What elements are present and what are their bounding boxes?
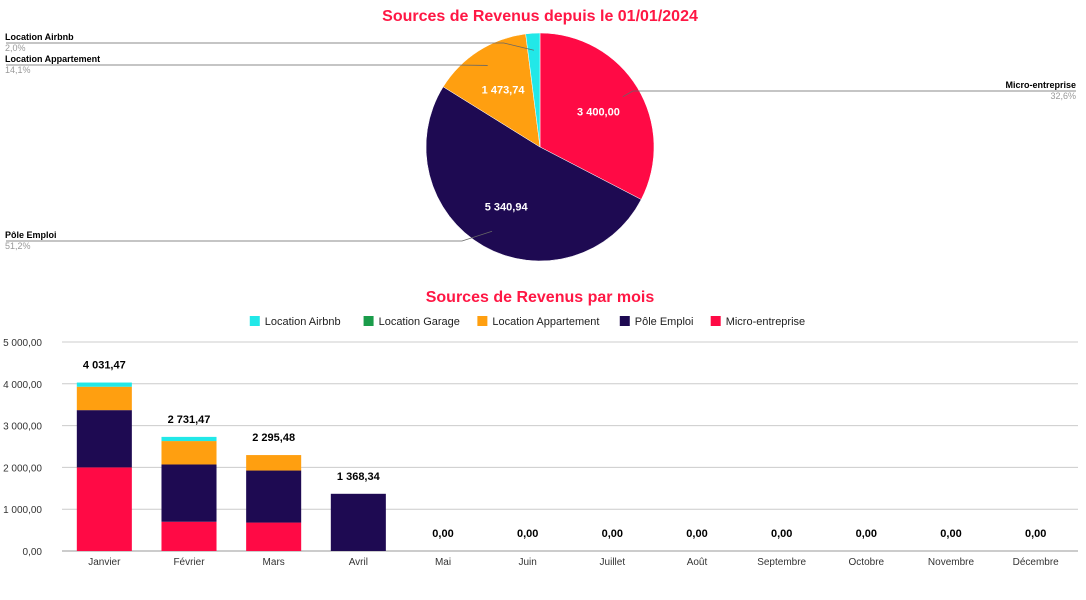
pie-callout-pct-location-airbnb: 2,0%	[5, 43, 26, 53]
pie-callout-line-micro-entreprise	[622, 90, 1076, 98]
y-tick-label-0: 0,00	[23, 547, 43, 558]
bar-mars-pole-emploi[interactable]	[246, 470, 302, 523]
pie-slice-micro-entreprise[interactable]	[539, 32, 655, 200]
bar-chart-bars	[76, 382, 386, 551]
total-label-juillet: 0,00	[602, 528, 623, 540]
x-tick-label-mars: Mars	[263, 557, 285, 568]
pie-slice-pole-emploi[interactable]	[425, 86, 642, 262]
pie-slice-labels: 3 400,00 5 340,94 1 473,74	[482, 84, 620, 213]
x-tick-label-octobre: Octobre	[849, 557, 885, 568]
x-tick-label-novembre: Novembre	[928, 557, 975, 568]
pie-callout-line-pole-emploi	[6, 230, 493, 242]
pie-chart: Sources de Revenus depuis le 01/01/2024 …	[5, 8, 1076, 262]
bar-janvier-micro-entreprise[interactable]	[76, 467, 132, 551]
bar-janvier-location-appartement[interactable]	[76, 386, 132, 411]
bar-avril-pole-emploi[interactable]	[330, 493, 386, 551]
pie-callout-name-location-appartement: Location Appartement	[5, 54, 100, 64]
total-label-octobre: 0,00	[856, 528, 877, 540]
pie-callout-name-micro-entreprise: Micro-entreprise	[1005, 80, 1076, 90]
total-label-septembre: 0,00	[771, 528, 792, 540]
pie-value-label-micro-entreprise: 3 400,00	[577, 106, 620, 118]
x-tick-label-fevrier: Février	[173, 557, 205, 568]
pie-callout-pct-pole-emploi: 51,2%	[5, 241, 31, 251]
x-tick-label-avril: Avril	[349, 557, 368, 568]
legend-label-pole-emploi[interactable]: Pôle Emploi	[635, 316, 694, 328]
bar-mars-micro-entreprise[interactable]	[246, 522, 302, 551]
legend-label-location-appartement[interactable]: Location Appartement	[492, 316, 599, 328]
pie-slice-location-appartement[interactable]	[442, 33, 541, 148]
pie-callout-pct-location-appartement: 14,1%	[5, 65, 31, 75]
x-tick-label-juillet: Juillet	[600, 557, 626, 568]
pie-value-label-pole-emploi: 5 340,94	[485, 201, 529, 213]
total-label-fevrier: 2 731,47	[168, 414, 211, 426]
x-tick-label-septembre: Septembre	[757, 557, 806, 568]
y-tick-label-2000: 2 000,00	[3, 463, 42, 474]
pie-slices	[425, 32, 655, 262]
bar-chart-y-axis: 0,00 1 000,00 2 000,00 3 000,00 4 000,00 5 00…	[3, 338, 42, 558]
legend-label-location-garage[interactable]: Location Garage	[379, 316, 460, 328]
bar-fevrier-location-appartement[interactable]	[161, 441, 217, 465]
legend-swatch-location-airbnb[interactable]	[249, 316, 260, 326]
total-label-juin: 0,00	[517, 528, 538, 540]
bar-chart: Sources de Revenus par mois Location Air…	[3, 289, 1078, 568]
total-label-decembre: 0,00	[1025, 528, 1046, 540]
bar-fevrier-micro-entreprise[interactable]	[161, 521, 217, 551]
bar-mars-location-appartement[interactable]	[246, 455, 302, 471]
x-tick-label-janvier: Janvier	[88, 557, 121, 568]
pie-chart-title: Sources de Revenus depuis le 01/01/2024	[382, 8, 698, 25]
total-label-janvier: 4 031,47	[83, 360, 126, 372]
total-label-aout: 0,00	[686, 528, 707, 540]
pie-callout-name-location-airbnb: Location Airbnb	[5, 32, 74, 42]
bar-janvier-location-airbnb[interactable]	[76, 382, 132, 387]
bar-chart-x-axis: Janvier Février Mars Avril Mai Juin Juillet Aoû…	[88, 557, 1059, 568]
y-tick-label-3000: 3 000,00	[3, 422, 42, 433]
bar-chart-legend: Location Airbnb Location Garage Location A…	[249, 316, 805, 328]
total-label-mai: 0,00	[432, 528, 453, 540]
pie-callout-pct-micro-entreprise: 32,6%	[1050, 91, 1076, 101]
y-tick-label-4000: 4 000,00	[3, 380, 42, 391]
y-tick-label-1000: 1 000,00	[3, 505, 42, 516]
x-tick-label-mai: Mai	[435, 557, 451, 568]
legend-swatch-micro-entreprise[interactable]	[710, 316, 721, 326]
bar-janvier-pole-emploi[interactable]	[76, 410, 132, 468]
legend-swatch-location-garage[interactable]	[363, 316, 374, 326]
bar-chart-gridlines	[62, 341, 1078, 552]
pie-value-label-location-appartement: 1 473,74	[482, 84, 526, 96]
x-tick-label-aout: Août	[687, 557, 708, 568]
total-label-avril: 1 368,34	[337, 471, 381, 483]
bar-chart-title: Sources de Revenus par mois	[426, 289, 655, 306]
pie-slice-location-airbnb[interactable]	[525, 32, 541, 148]
legend-label-micro-entreprise[interactable]: Micro-entreprise	[726, 316, 805, 328]
bar-fevrier-pole-emploi[interactable]	[161, 464, 217, 522]
total-label-novembre: 0,00	[940, 528, 961, 540]
bar-fevrier-location-airbnb[interactable]	[161, 436, 217, 442]
y-tick-label-5000: 5 000,00	[3, 338, 42, 349]
legend-label-location-airbnb[interactable]: Location Airbnb	[265, 316, 341, 328]
pie-callout-name-pole-emploi: Pôle Emploi	[5, 230, 57, 240]
bar-chart-total-labels: 4 031,47 2 731,47 2 295,48 1 368,34 0,00 0,00…	[83, 360, 1046, 540]
pie-callout-line-location-airbnb	[6, 42, 534, 51]
total-label-mars: 2 295,48	[252, 432, 295, 444]
x-tick-label-decembre: Décembre	[1013, 557, 1060, 568]
x-tick-label-juin: Juin	[518, 557, 536, 568]
legend-swatch-location-appartement[interactable]	[477, 316, 488, 326]
legend-swatch-pole-emploi[interactable]	[619, 316, 630, 326]
